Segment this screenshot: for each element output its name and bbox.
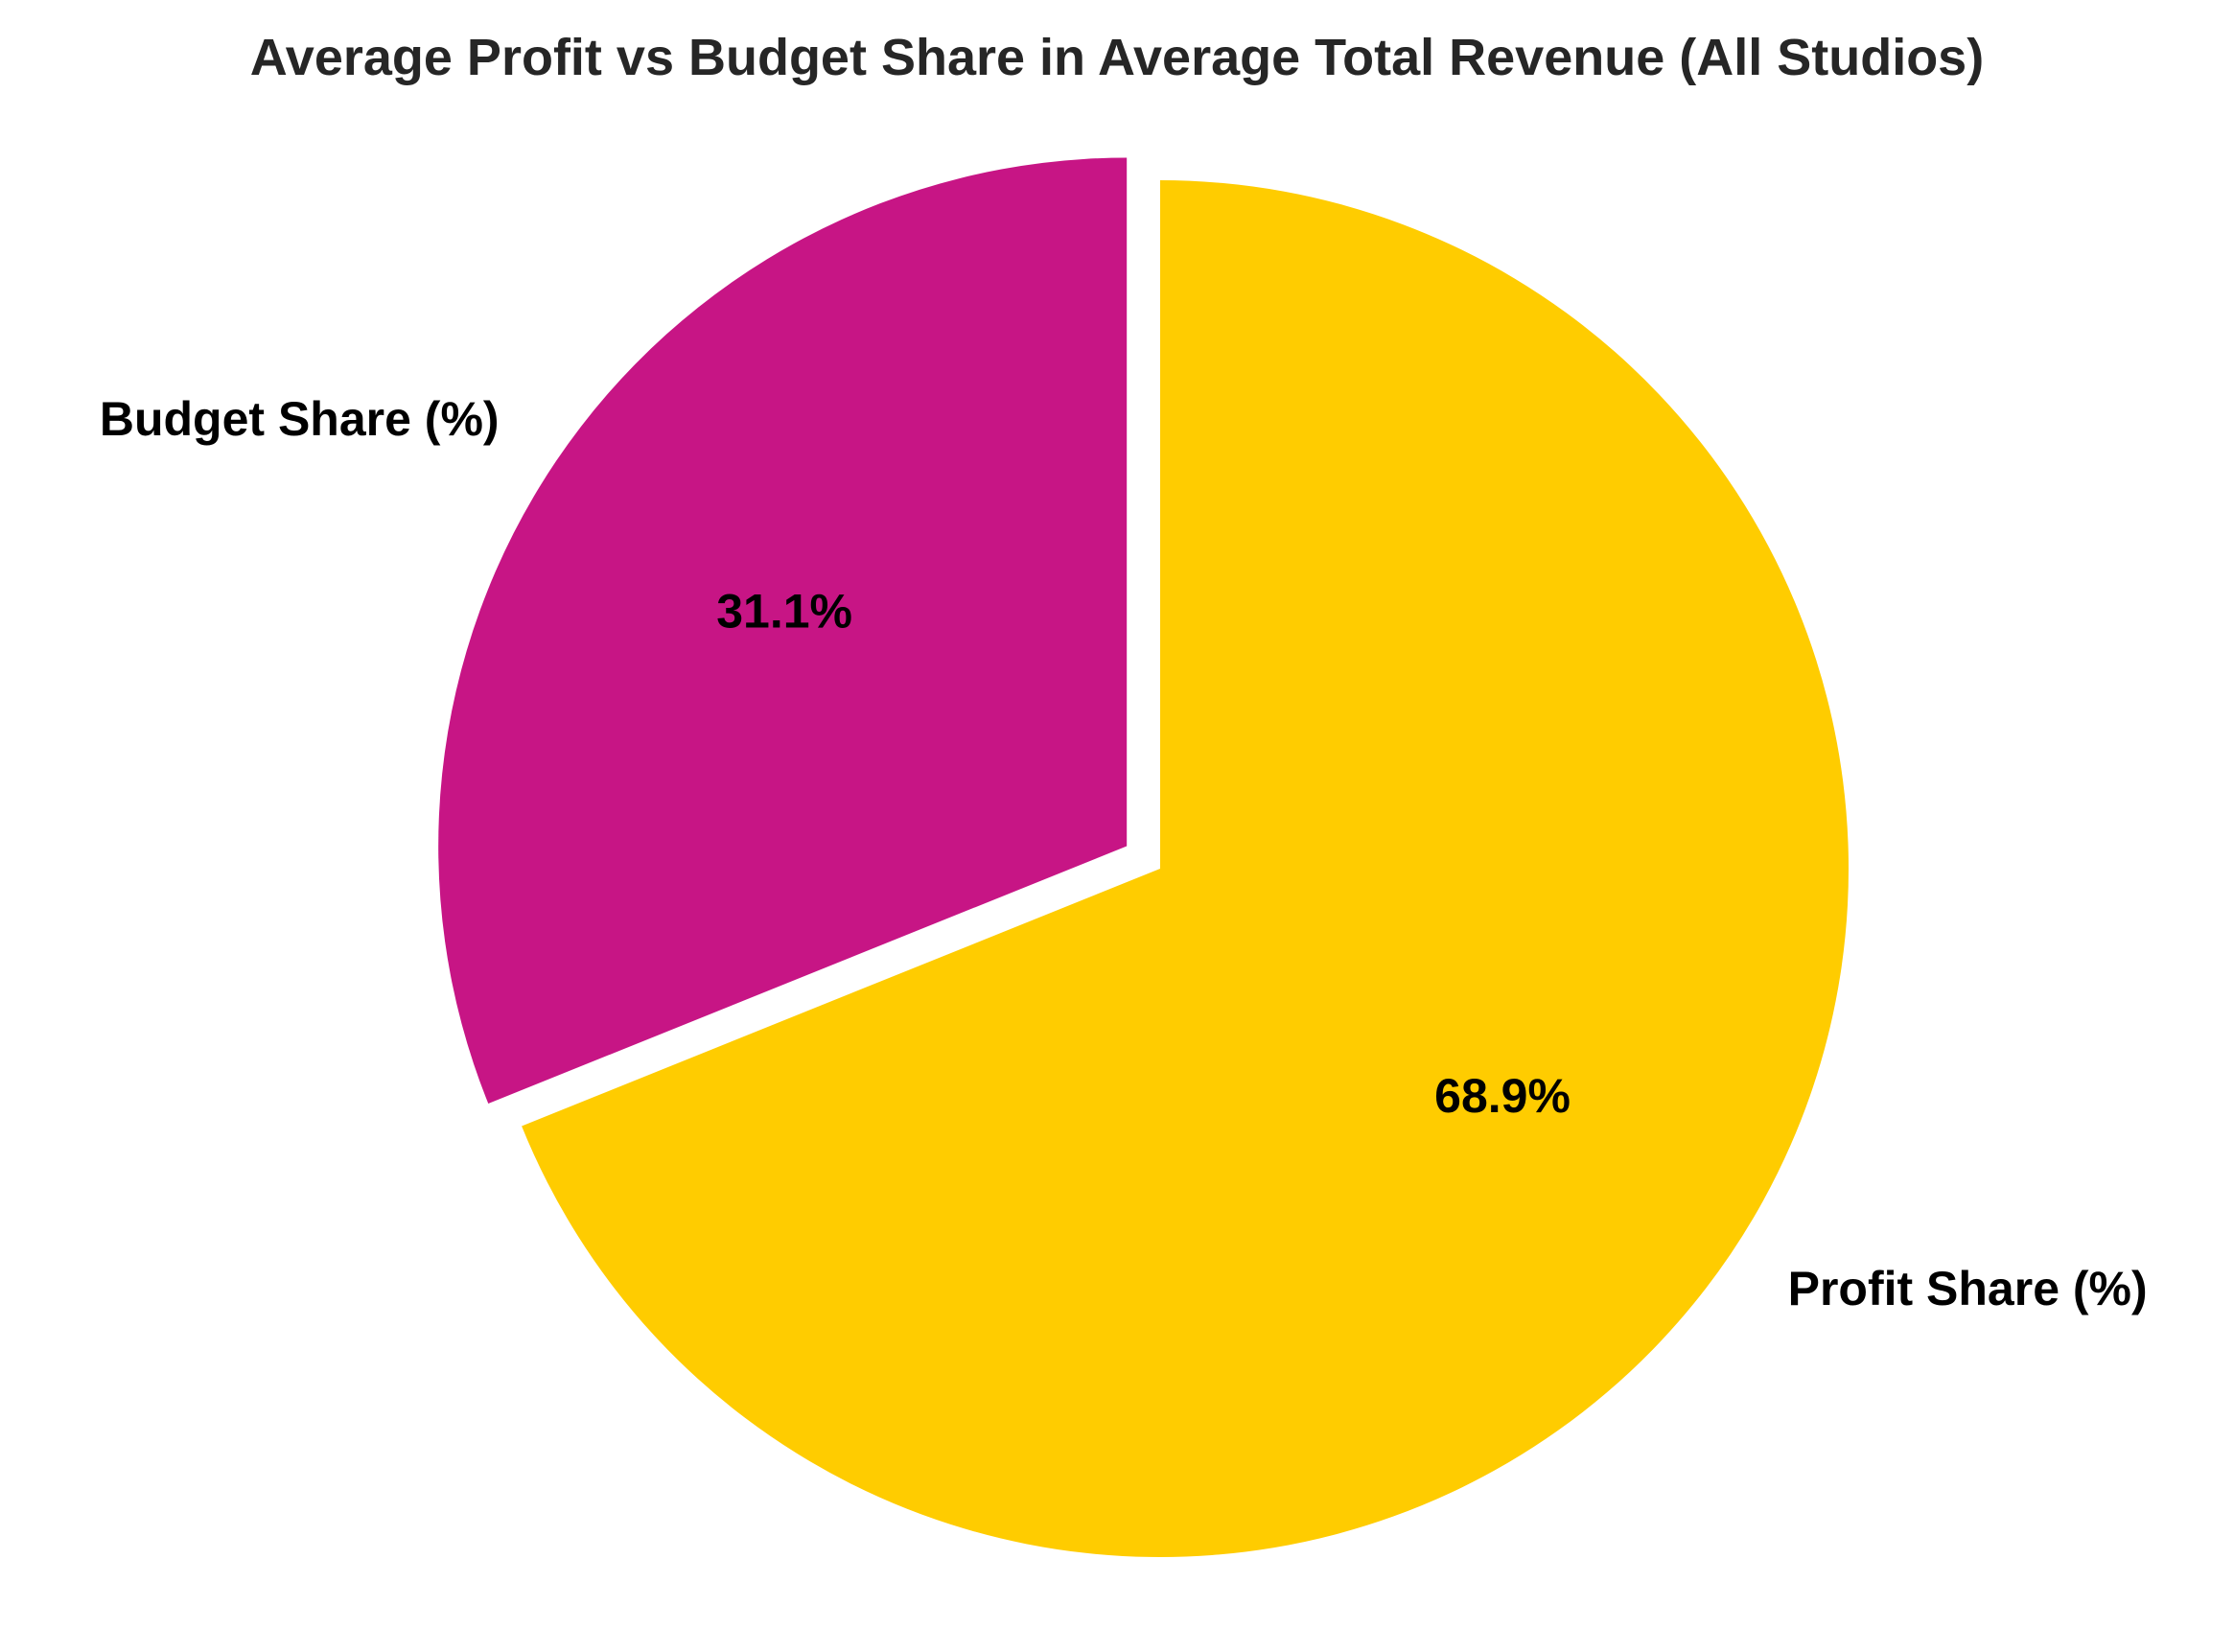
pct-label-profit-share: 68.9% [1434, 1069, 1571, 1123]
pct-label-budget-share: 31.1% [716, 585, 852, 639]
pie-slice-budget-share [438, 157, 1128, 1105]
chart-title: Average Profit vs Budget Share in Averag… [250, 29, 1984, 86]
pie-slice-profit-share [522, 180, 1849, 1557]
slice-label-profit-share: Profit Share (%) [1788, 1262, 2148, 1315]
slice-label-budget-share: Budget Share (%) [100, 392, 500, 446]
pie-slices [438, 157, 1849, 1557]
pie-labels: Budget Share (%) 31.1% Profit Share (%) 68.… [100, 392, 2148, 1315]
